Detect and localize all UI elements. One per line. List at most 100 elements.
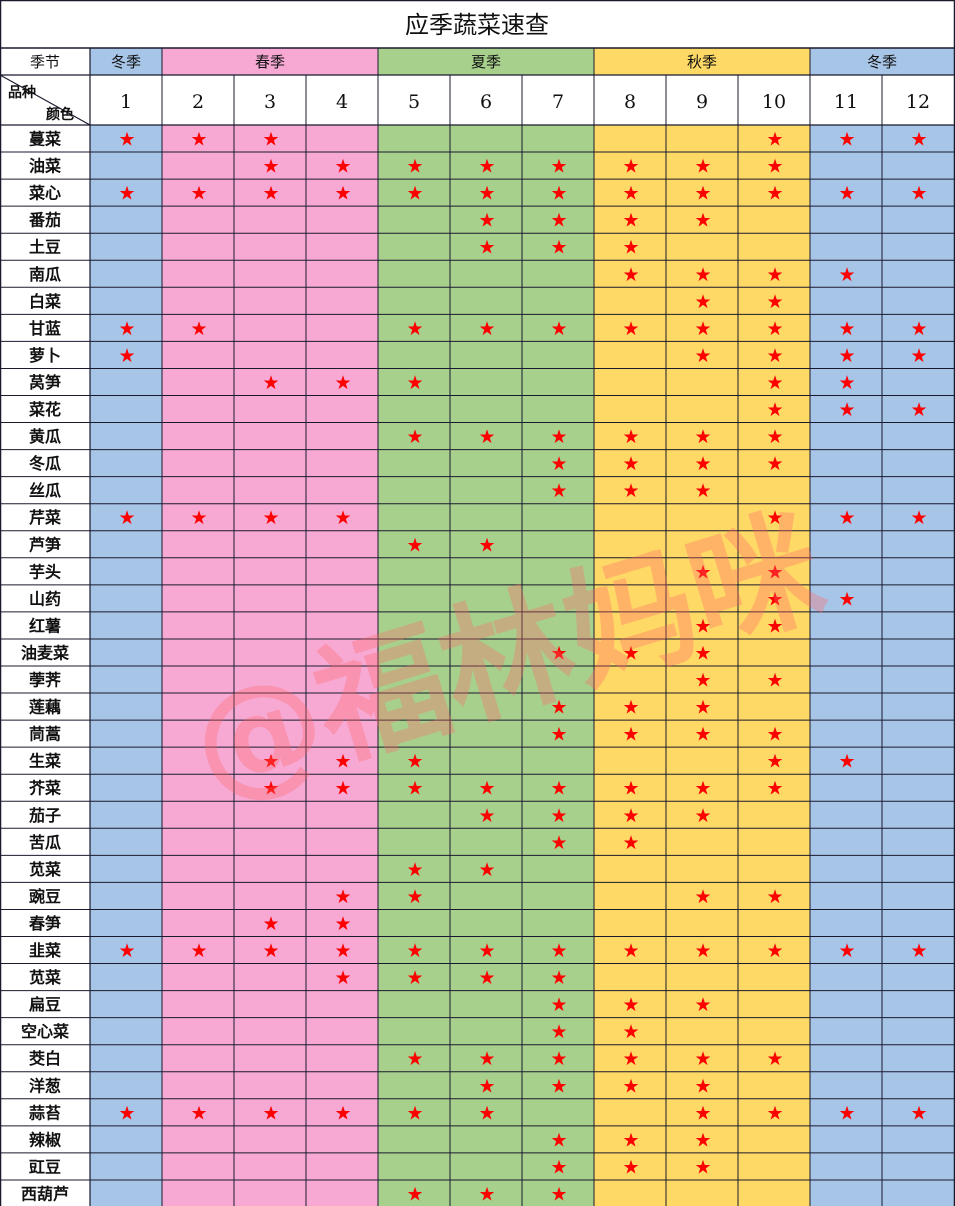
season-star-marker: ★ xyxy=(262,751,279,773)
vegetable-name: 番茄 xyxy=(28,211,61,230)
month-column-bg-9 xyxy=(666,48,738,1206)
month-label-1: 1 xyxy=(120,91,132,113)
vegetable-name: 芋头 xyxy=(29,562,61,581)
vegetable-name: 茭白 xyxy=(29,1049,61,1068)
season-star-marker: ★ xyxy=(550,318,567,340)
month-column-bg-5 xyxy=(378,48,450,1206)
season-star-marker: ★ xyxy=(550,832,567,854)
season-star-marker: ★ xyxy=(406,318,423,340)
season-star-marker: ★ xyxy=(334,183,351,205)
vegetable-name: 西葫芦 xyxy=(21,1184,69,1203)
table-title: 应季蔬菜速查 xyxy=(405,11,549,39)
season-star-marker: ★ xyxy=(190,940,207,962)
vegetable-name: 油麦菜 xyxy=(21,643,69,662)
season-star-marker: ★ xyxy=(262,372,279,394)
season-star-marker: ★ xyxy=(694,345,711,367)
vegetable-name: 黄瓜 xyxy=(29,427,61,446)
season-star-marker: ★ xyxy=(550,940,567,962)
season-star-marker: ★ xyxy=(694,615,711,637)
season-star-marker: ★ xyxy=(838,129,855,151)
vegetable-name: 莴笋 xyxy=(29,373,61,392)
month-column-bg-11 xyxy=(810,48,882,1206)
season-star-marker: ★ xyxy=(190,183,207,205)
season-star-marker: ★ xyxy=(838,940,855,962)
season-star-marker: ★ xyxy=(838,1102,855,1124)
vegetable-name: 油菜 xyxy=(29,157,61,176)
season-star-marker: ★ xyxy=(910,507,927,529)
season-star-marker: ★ xyxy=(334,913,351,935)
vegetable-name: 菜花 xyxy=(28,400,61,419)
season-star-marker: ★ xyxy=(478,237,495,259)
season-star-marker: ★ xyxy=(694,1129,711,1151)
season-star-marker: ★ xyxy=(550,697,567,719)
season-star-marker: ★ xyxy=(622,237,639,259)
season-star-marker: ★ xyxy=(838,588,855,610)
vegetable-name: 甘蓝 xyxy=(29,319,61,338)
season-star-marker: ★ xyxy=(766,1048,783,1070)
season-star-marker: ★ xyxy=(694,994,711,1016)
season-star-marker: ★ xyxy=(118,1102,135,1124)
season-star-marker: ★ xyxy=(838,264,855,286)
season-star-marker: ★ xyxy=(910,1102,927,1124)
season-star-marker: ★ xyxy=(910,940,927,962)
season-label: 春季 xyxy=(255,53,285,71)
season-star-marker: ★ xyxy=(694,670,711,692)
season-star-marker: ★ xyxy=(838,345,855,367)
vegetable-name: 冬瓜 xyxy=(29,454,61,473)
season-star-marker: ★ xyxy=(334,886,351,908)
season-star-marker: ★ xyxy=(406,1048,423,1070)
season-star-marker: ★ xyxy=(550,237,567,259)
season-star-marker: ★ xyxy=(478,1102,495,1124)
season-star-marker: ★ xyxy=(334,372,351,394)
season-star-marker: ★ xyxy=(406,183,423,205)
vegetable-name: 南瓜 xyxy=(29,265,61,284)
vegetable-name: 芦笋 xyxy=(29,535,61,554)
season-label: 夏季 xyxy=(471,53,501,71)
season-star-marker: ★ xyxy=(550,805,567,827)
season-star-marker: ★ xyxy=(118,345,135,367)
season-star-marker: ★ xyxy=(838,751,855,773)
season-star-marker: ★ xyxy=(478,805,495,827)
season-star-marker: ★ xyxy=(190,1102,207,1124)
season-star-marker: ★ xyxy=(190,318,207,340)
vegetable-name: 苦瓜 xyxy=(29,833,61,852)
season-star-marker: ★ xyxy=(694,264,711,286)
month-column-bg-3 xyxy=(234,48,306,1206)
vegetable-name: 山药 xyxy=(29,589,61,608)
season-star-marker: ★ xyxy=(406,751,423,773)
season-star-marker: ★ xyxy=(550,1075,567,1097)
season-star-marker: ★ xyxy=(622,1021,639,1043)
season-star-marker: ★ xyxy=(334,156,351,178)
season-star-marker: ★ xyxy=(478,1075,495,1097)
season-star-marker: ★ xyxy=(622,264,639,286)
season-star-marker: ★ xyxy=(766,940,783,962)
season-star-marker: ★ xyxy=(694,1075,711,1097)
season-star-marker: ★ xyxy=(334,751,351,773)
month-column-bg-8 xyxy=(594,48,666,1206)
season-star-marker: ★ xyxy=(622,1048,639,1070)
season-star-marker: ★ xyxy=(694,940,711,962)
season-star-marker: ★ xyxy=(334,967,351,989)
month-label-5: 5 xyxy=(408,91,420,113)
season-star-marker: ★ xyxy=(190,507,207,529)
season-star-marker: ★ xyxy=(766,426,783,448)
vegetable-name: 荸荠 xyxy=(29,671,62,690)
season-star-marker: ★ xyxy=(622,1129,639,1151)
season-star-marker: ★ xyxy=(406,940,423,962)
season-star-marker: ★ xyxy=(550,453,567,475)
season-star-marker: ★ xyxy=(478,210,495,232)
season-star-marker: ★ xyxy=(694,291,711,313)
season-star-marker: ★ xyxy=(118,318,135,340)
season-star-marker: ★ xyxy=(694,318,711,340)
season-header-label: 季节 xyxy=(30,53,60,71)
season-star-marker: ★ xyxy=(766,291,783,313)
vegetable-name: 红薯 xyxy=(29,616,61,635)
vegetable-name: 辣椒 xyxy=(29,1130,61,1149)
season-star-marker: ★ xyxy=(694,642,711,664)
month-column-bg-7 xyxy=(522,48,594,1206)
season-star-marker: ★ xyxy=(694,1156,711,1178)
season-star-marker: ★ xyxy=(550,994,567,1016)
season-star-marker: ★ xyxy=(406,534,423,556)
season-star-marker: ★ xyxy=(478,1048,495,1070)
vegetable-name: 韭菜 xyxy=(29,941,61,960)
